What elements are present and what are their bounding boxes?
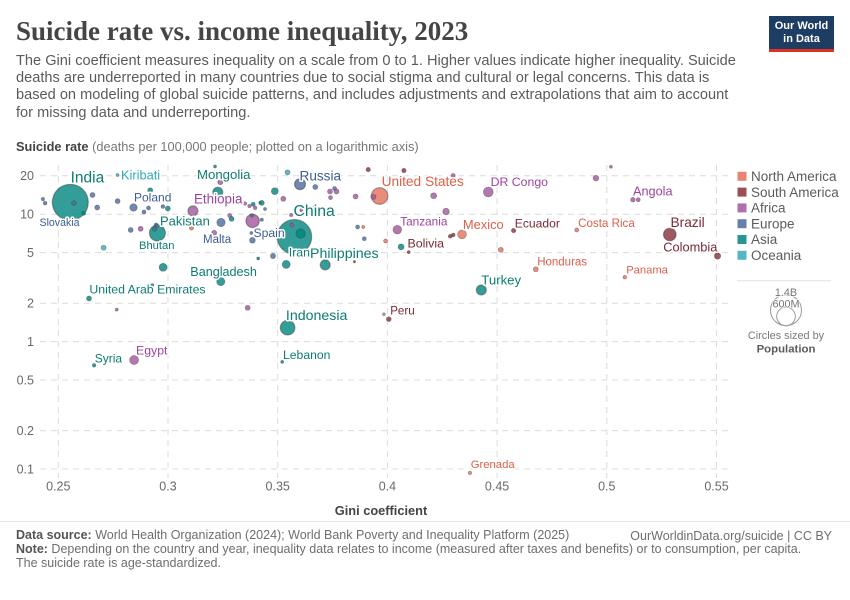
svg-text:Pakistan: Pakistan [160,213,210,228]
svg-text:0.5: 0.5 [598,480,615,494]
svg-text:Egypt: Egypt [136,343,168,357]
svg-text:Brazil: Brazil [671,215,705,230]
svg-text:Lebanon: Lebanon [283,348,330,362]
svg-text:North America: North America [751,169,837,184]
svg-text:0.55: 0.55 [704,480,728,494]
svg-text:Tanzania: Tanzania [400,215,448,229]
svg-text:Population: Population [757,344,816,356]
svg-text:1: 1 [27,335,34,349]
svg-text:China: China [294,203,335,220]
svg-text:Colombia: Colombia [663,240,718,255]
svg-text:Gini coefficient: Gini coefficient [335,503,428,518]
svg-text:Bangladesh: Bangladesh [190,265,257,279]
svg-text:Ethiopia: Ethiopia [194,191,243,206]
svg-text:0.3: 0.3 [159,480,176,494]
svg-text:Mexico: Mexico [463,217,504,232]
svg-text:0.5: 0.5 [17,373,34,387]
svg-text:Africa: Africa [751,201,786,216]
svg-text:0.25: 0.25 [46,480,70,494]
svg-text:Europe: Europe [751,216,795,231]
svg-text:0.45: 0.45 [485,480,509,494]
svg-text:Honduras: Honduras [537,256,587,268]
svg-text:Peru: Peru [390,305,415,318]
svg-text:Ecuador: Ecuador [515,217,560,231]
svg-text:Indonesia: Indonesia [286,308,348,324]
svg-text:Poland: Poland [134,191,171,205]
svg-text:South America: South America [751,185,839,200]
svg-text:10: 10 [20,208,34,222]
svg-text:1.4B: 1.4B [775,287,797,299]
svg-text:Panama: Panama [626,265,668,277]
svg-text:Angola: Angola [633,184,673,198]
svg-text:Philippines: Philippines [310,246,379,262]
svg-text:2: 2 [27,297,34,311]
svg-text:Kiribati: Kiribati [121,167,160,182]
svg-text:Asia: Asia [751,232,778,247]
svg-text:Russia: Russia [300,169,342,184]
svg-text:DR Congo: DR Congo [491,175,549,189]
svg-text:Malta: Malta [203,234,232,246]
svg-text:Turkey: Turkey [481,272,521,287]
svg-text:United States: United States [382,174,464,189]
svg-text:Oceania: Oceania [751,248,802,263]
svg-text:20: 20 [20,169,34,183]
svg-text:Spain: Spain [254,226,285,240]
svg-text:0.35: 0.35 [266,480,290,494]
svg-text:600M: 600M [772,299,799,311]
svg-text:5: 5 [27,246,34,260]
svg-text:Grenada: Grenada [471,459,516,471]
svg-text:Circles sized by: Circles sized by [748,330,825,342]
svg-text:0.1: 0.1 [17,462,34,476]
svg-text:0.2: 0.2 [17,424,34,438]
svg-text:Iran: Iran [289,245,310,259]
svg-text:Slovakia: Slovakia [40,217,80,229]
svg-text:Bhutan: Bhutan [139,240,174,252]
svg-text:United Arab Emirates: United Arab Emirates [89,282,205,296]
svg-text:Mongolia: Mongolia [197,167,251,182]
svg-text:Bolivia: Bolivia [408,237,445,251]
svg-text:Suicide rate (deaths per 100,0: Suicide rate (deaths per 100,000 people;… [16,139,419,154]
svg-text:0.4: 0.4 [379,480,396,494]
svg-text:Syria: Syria [95,352,123,366]
svg-text:Costa Rica: Costa Rica [578,217,635,230]
svg-text:India: India [71,169,105,186]
